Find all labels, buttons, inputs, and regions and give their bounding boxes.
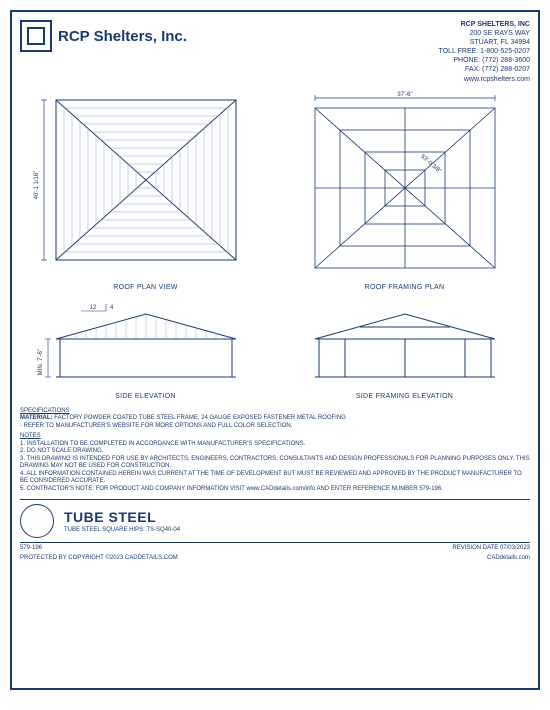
footer: 579-196 REVISION DATE 07/03/2023 [20, 542, 530, 551]
side-framing-elevation-caption: SIDE FRAMING ELEVATION [356, 393, 453, 400]
addr-city: STUART, FL 34994 [439, 38, 530, 47]
title-text: TUBE STEEL TUBE STEEL SQUARE HIPS: TS-SQ… [64, 509, 180, 533]
north-arrow-icon [20, 504, 54, 538]
side-elevation-svg: 12 4 7'-6" MIN. [26, 299, 266, 389]
pitch-run: 12 [89, 305, 96, 311]
side-framing-elevation-panel: SIDE FRAMING ELEVATION [279, 299, 530, 400]
roof-framing-caption: ROOF FRAMING PLAN [365, 284, 445, 291]
framing-dim-diag: 53'-0 3/8" [419, 153, 442, 174]
addr-fax: FAX: (772) 288-0207 [439, 65, 530, 74]
drawing-sheet: RCP Shelters, Inc. RCP SHELTERS, INC 200… [10, 10, 540, 690]
footer-ref: 579-196 [20, 545, 42, 551]
side-framing-elevation-svg [285, 299, 525, 389]
specs-heading: SPECIFICATIONS [20, 408, 530, 416]
note-5: 5. CONTRACTOR'S NOTE: FOR PRODUCT AND CO… [20, 486, 530, 494]
addr-web: www.rcpshelters.com [439, 75, 530, 84]
roof-plan-svg: 40'-1 1/16" [26, 90, 266, 280]
framing-dim-top: 37'-6" [397, 92, 412, 98]
logo-icon [20, 20, 52, 52]
title-main: TUBE STEEL [64, 509, 180, 525]
logo-block: RCP Shelters, Inc. [20, 20, 187, 52]
note-3: 3. THIS DRAWING IS INTENDED FOR USE BY A… [20, 456, 530, 471]
title-block: TUBE STEEL TUBE STEEL SQUARE HIPS: TS-SQ… [20, 499, 530, 538]
note-1: 1. INSTALLATION TO BE COMPLETED IN ACCOR… [20, 441, 530, 449]
title-sub: TUBE STEEL SQUARE HIPS: TS-SQ40-04 [64, 527, 180, 533]
roof-framing-panel: 37'-6" 53'-0 3/8" ROOF FRAMING PLAN [279, 90, 530, 291]
material-note: - REFER TO MANUFACTURER'S WEBSITE FOR MO… [20, 423, 530, 431]
roof-plan-panel: 40'-1 1/16" ROOF PLAN VIEW [20, 90, 271, 291]
notes-heading: NOTES [20, 433, 530, 441]
elev-height: 7'-6" [38, 349, 44, 361]
footer-copyright: PROTECTED BY COPYRIGHT ©2023 CADDETAILS.… [20, 555, 178, 561]
material-label: MATERIAL: [20, 415, 53, 421]
specifications: SPECIFICATIONS MATERIAL: FACTORY POWDER … [20, 408, 530, 494]
note-4: 4. ALL INFORMATION CONTAINED HEREIN WAS … [20, 471, 530, 486]
addr-phone: PHONE: (772) 288-3600 [439, 56, 530, 65]
company-name: RCP Shelters, Inc. [58, 28, 187, 45]
side-elevation-caption: SIDE ELEVATION [115, 393, 176, 400]
footer-2: PROTECTED BY COPYRIGHT ©2023 CADDETAILS.… [20, 555, 530, 561]
drawings-grid: 40'-1 1/16" ROOF PLAN VIEW [20, 90, 530, 400]
elev-height-note: MIN. [38, 362, 44, 375]
footer-site: CADdetails.com [487, 555, 530, 561]
note-2: 2. DO NOT SCALE DRAWING. [20, 448, 530, 456]
address-block: RCP SHELTERS, INC 200 SE RAYS WAY STUART… [439, 20, 530, 84]
header: RCP Shelters, Inc. RCP SHELTERS, INC 200… [20, 20, 530, 84]
addr-street: 200 SE RAYS WAY [439, 29, 530, 38]
footer-rev: REVISION DATE 07/03/2023 [452, 545, 530, 551]
roof-plan-caption: ROOF PLAN VIEW [113, 284, 178, 291]
pitch-rise: 4 [110, 305, 114, 311]
roof-framing-svg: 37'-6" 53'-0 3/8" [285, 90, 525, 280]
addr-name: RCP SHELTERS, INC [439, 20, 530, 29]
side-elevation-panel: 12 4 7'-6" MIN. SIDE ELEVATION [20, 299, 271, 400]
plan-dim-side: 40'-1 1/16" [34, 170, 40, 199]
material-text: FACTORY POWDER COATED TUBE STEEL FRAME; … [54, 415, 346, 421]
addr-toll: TOLL FREE: 1-800-525-0207 [439, 47, 530, 56]
